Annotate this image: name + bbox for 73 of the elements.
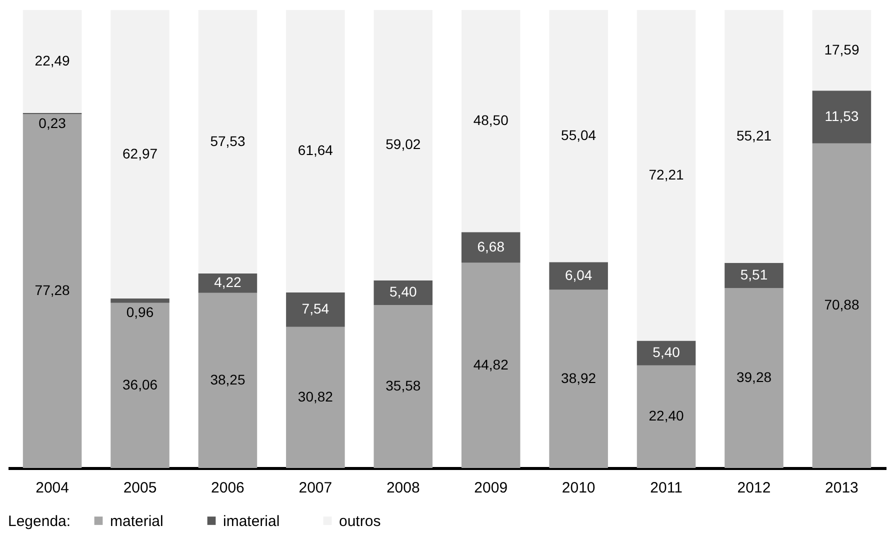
x-tick-label: 2009 <box>474 480 508 496</box>
bar <box>110 10 170 298</box>
x-tick-label: 2012 <box>737 480 771 496</box>
bar <box>549 262 608 290</box>
bar <box>286 292 345 327</box>
bar <box>374 10 433 280</box>
x-tick-label: 2010 <box>562 480 596 496</box>
x-tick-label: 2006 <box>211 480 244 496</box>
x-tick-label: 2008 <box>386 480 420 496</box>
bar <box>461 262 520 468</box>
bar <box>286 10 345 292</box>
data-label: 7,54 <box>302 300 330 317</box>
bar <box>461 10 520 232</box>
data-label: 39,28 <box>736 369 772 386</box>
bar <box>110 302 170 468</box>
bar <box>22 10 82 114</box>
data-label: 36,06 <box>122 376 158 392</box>
bar <box>636 340 696 366</box>
data-label: 5,40 <box>390 284 417 300</box>
data-label: 5,40 <box>652 344 680 360</box>
bar <box>198 292 258 468</box>
data-label: 22,40 <box>648 408 684 424</box>
data-label: 17,59 <box>824 41 860 58</box>
bar <box>812 10 872 91</box>
data-label: 4,22 <box>214 274 242 290</box>
data-label: 38,25 <box>210 371 246 388</box>
data-label: 44,82 <box>473 356 509 372</box>
data-label: 77,28 <box>34 282 70 298</box>
x-tick-label: 2007 <box>298 480 332 496</box>
bar <box>724 288 784 468</box>
data-label: 55,21 <box>736 127 772 144</box>
data-label: 11,53 <box>824 108 859 124</box>
bar <box>374 280 433 306</box>
data-label: 62,97 <box>122 145 158 162</box>
bar <box>374 305 433 468</box>
data-label: 6,68 <box>477 238 505 254</box>
bar <box>724 10 784 263</box>
bar <box>812 90 872 144</box>
data-label: 0,96 <box>126 304 154 320</box>
x-tick-label: 2011 <box>650 480 682 496</box>
bar <box>22 114 82 468</box>
data-label: 35,58 <box>386 378 421 394</box>
data-label: 57,53 <box>210 132 246 149</box>
bar <box>110 298 170 303</box>
data-label: 72,21 <box>648 166 684 182</box>
legend-label: material <box>110 512 164 530</box>
bar <box>549 290 608 468</box>
legend-title: Legenda: <box>8 513 71 530</box>
bar <box>636 10 696 341</box>
bar <box>549 10 608 262</box>
legend-label: outros <box>339 512 381 530</box>
data-label: 61,64 <box>298 142 334 158</box>
data-label: 30,82 <box>298 388 334 404</box>
x-tick-label: 2013 <box>825 480 858 496</box>
x-tick-label: 2005 <box>123 480 157 496</box>
bar <box>198 10 258 274</box>
data-label: 38,92 <box>561 370 596 386</box>
data-label: 22,49 <box>34 52 70 69</box>
bar <box>286 326 345 468</box>
bar <box>724 262 784 288</box>
bar <box>198 274 258 293</box>
legend-label: imaterial <box>223 512 280 530</box>
data-label: 0,23 <box>38 115 66 132</box>
data-label: 70,88 <box>824 296 860 313</box>
data-label: 5,51 <box>740 266 768 282</box>
x-tick-label: 2004 <box>36 480 69 496</box>
data-label: 6,04 <box>564 266 592 283</box>
bar <box>812 143 872 468</box>
data-label: 59,02 <box>386 136 421 152</box>
data-label: 55,04 <box>561 127 596 144</box>
bar <box>461 232 520 263</box>
bar <box>636 365 696 468</box>
data-label: 48,50 <box>473 112 509 128</box>
